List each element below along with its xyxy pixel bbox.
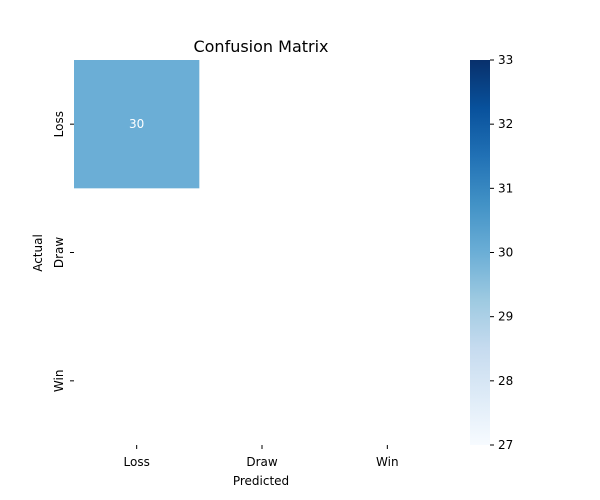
y-tick-label: Loss xyxy=(52,111,66,137)
colorbar-ticks: 27 28 29 30 31 32 33 xyxy=(490,53,513,452)
colorbar-tick-label: 29 xyxy=(498,310,513,324)
colorbar-tick-label: 28 xyxy=(498,374,513,388)
colorbar-tick-label: 32 xyxy=(498,117,513,131)
x-axis: Loss Draw Win xyxy=(124,445,399,469)
heatmap-cells xyxy=(74,60,200,189)
y-tick-label: Win xyxy=(52,370,66,393)
colorbar-tick-label: 27 xyxy=(498,438,513,452)
chart-title: Confusion Matrix xyxy=(193,37,328,56)
y-axis: Loss Draw Win xyxy=(52,111,74,392)
colorbar-tick-label: 33 xyxy=(498,53,513,67)
x-axis-label: Predicted xyxy=(233,474,289,488)
x-tick-label: Draw xyxy=(246,455,278,469)
y-axis-label: Actual xyxy=(31,234,45,272)
colorbar-tick-label: 30 xyxy=(498,246,513,260)
cell-value-label: 30 xyxy=(129,117,144,131)
x-tick-label: Loss xyxy=(124,455,150,469)
colorbar xyxy=(470,60,490,445)
cell-labels: 30 xyxy=(129,117,144,131)
colorbar-tick-label: 31 xyxy=(498,181,513,195)
x-tick-label: Win xyxy=(376,455,399,469)
y-tick-label: Draw xyxy=(52,237,66,269)
heatmap-cell xyxy=(74,60,200,189)
